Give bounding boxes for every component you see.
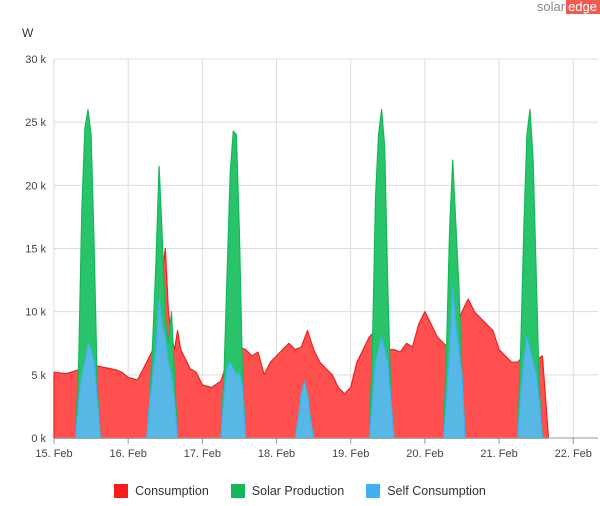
solaredge-logo: solar edge [537,0,600,14]
legend-item-self-consumption[interactable]: Self Consumption [366,482,486,500]
y-tick-label: 25 k [25,117,46,129]
logo-text-solar: solar [536,0,566,14]
x-tick-label: 22. Feb [555,448,592,460]
legend-swatch-solar-production [230,484,245,498]
logo-text-edge: edge [566,0,600,14]
y-tick-label: 0 k [31,433,46,445]
legend-item-consumption[interactable]: Consumption [114,482,209,500]
legend-swatch-consumption [114,484,129,498]
x-tick-label: 19. Feb [332,448,369,460]
legend-label-solar-production: Solar Production [251,484,345,498]
x-tick-label: 20. Feb [406,448,443,460]
chart-legend: Consumption Solar Production Self Consum… [0,482,600,500]
legend-label-consumption: Consumption [135,484,209,498]
y-tick-label: 10 k [25,307,46,319]
y-axis-label: W [22,26,34,40]
x-tick-label: 21. Feb [480,448,517,460]
energy-chart: 0 k 5 k 10 k 15 k 20 k 25 k 30 k 15. Feb 16. Feb… [25,54,598,460]
y-tick-label: 5 k [31,370,46,382]
x-tick-label: 16. Feb [110,448,147,460]
legend-item-solar-production[interactable]: Solar Production [230,482,345,500]
legend-label-self-consumption: Self Consumption [387,484,486,498]
y-tick-label: 15 k [25,244,46,256]
x-tick-label: 17. Feb [184,448,221,460]
legend-swatch-self-consumption [366,484,381,498]
y-tick-label: 20 k [25,180,46,192]
x-tick-label: 15. Feb [35,448,72,460]
y-tick-label: 30 k [25,54,46,66]
x-tick-label: 18. Feb [258,448,295,460]
